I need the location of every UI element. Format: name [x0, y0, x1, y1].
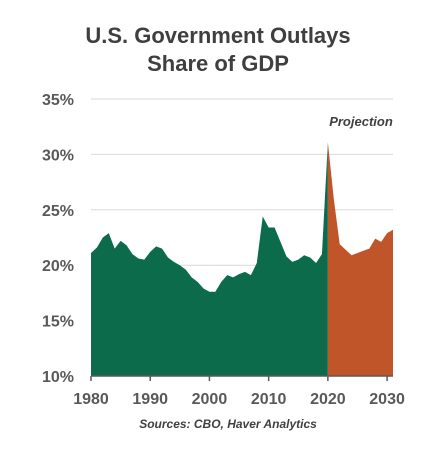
y-tick-label: 10% [42, 369, 74, 386]
y-tick-label: 30% [42, 147, 74, 164]
x-tick-label: 2000 [192, 391, 228, 408]
y-tick-label: 15% [42, 314, 74, 331]
y-tick-label: 20% [42, 258, 74, 275]
x-tick-label: 1980 [73, 391, 109, 408]
x-tick-label: 2010 [251, 391, 287, 408]
chart-subtitle: Share of GDP [147, 51, 289, 76]
y-tick-label: 35% [42, 92, 74, 109]
x-tick-label: 2030 [369, 391, 405, 408]
projection-area [327, 142, 393, 376]
historical-area [91, 142, 328, 376]
chart-title: U.S. Government Outlays [85, 23, 351, 48]
x-tick-label: 1990 [132, 391, 168, 408]
y-tick-label: 25% [42, 203, 74, 220]
x-tick-label: 2020 [310, 391, 346, 408]
source-note: Sources: CBO, Haver Analytics [139, 417, 317, 431]
projection-annotation: Projection [329, 114, 393, 129]
